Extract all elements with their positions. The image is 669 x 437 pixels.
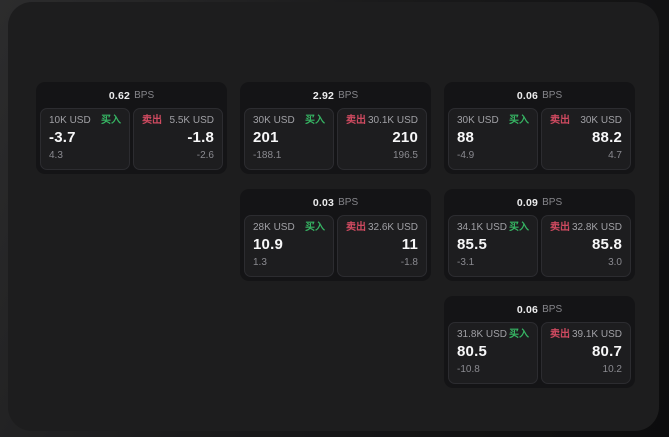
spread-header: 0.62 BPS bbox=[36, 82, 227, 108]
buy-quote-panel[interactable]: 28K USD 买入 10.9 1.3 bbox=[244, 215, 334, 277]
spread-value: 0.09 bbox=[516, 196, 539, 209]
spread-header: 0.06 BPS bbox=[444, 296, 635, 322]
quote-card: 0.03 BPS 28K USD 买入 10.9 1.3 卖出 32.6K US… bbox=[240, 189, 431, 281]
spread-header: 0.03 BPS bbox=[240, 189, 431, 215]
buy-label: 买入 bbox=[305, 222, 325, 233]
sell-label: 卖出 bbox=[346, 115, 366, 126]
sell-price: -1.8 bbox=[187, 129, 214, 146]
buy-size: 28K USD bbox=[253, 222, 295, 233]
quote-panels: 28K USD 买入 10.9 1.3 卖出 32.6K USD 11 -1.8 bbox=[240, 215, 431, 277]
sell-quote-panel[interactable]: 卖出 32.6K USD 11 -1.8 bbox=[337, 215, 427, 277]
quote-card: 0.06 BPS 31.8K USD 买入 80.5 -10.8 卖出 39.1… bbox=[444, 296, 635, 388]
spread-header: 0.06 BPS bbox=[444, 82, 635, 108]
sell-price: 88.2 bbox=[592, 129, 622, 146]
quote-panels: 10K USD 买入 -3.7 4.3 卖出 5.5K USD -1.8 -2.… bbox=[36, 108, 227, 170]
buy-quote-panel[interactable]: 30K USD 买入 88 -4.9 bbox=[448, 108, 538, 170]
sell-delta: 196.5 bbox=[392, 150, 418, 161]
quote-panels: 34.1K USD 买入 85.5 -3.1 卖出 32.8K USD 85.8… bbox=[444, 215, 635, 277]
buy-size: 34.1K USD bbox=[457, 222, 508, 233]
spread-unit: BPS bbox=[338, 197, 359, 208]
sell-size: 32.6K USD bbox=[367, 222, 418, 233]
sell-quote-panel[interactable]: 卖出 30K USD 88.2 4.7 bbox=[541, 108, 631, 170]
sell-delta: 3.0 bbox=[608, 257, 622, 268]
spread-value: 2.92 bbox=[312, 89, 335, 102]
quote-panels: 30K USD 买入 201 -188.1 卖出 30.1K USD 210 1… bbox=[240, 108, 431, 170]
sell-size: 30.1K USD bbox=[367, 115, 418, 126]
sell-delta: 4.7 bbox=[608, 150, 622, 161]
quote-card: 2.92 BPS 30K USD 买入 201 -188.1 卖出 30.1K … bbox=[240, 82, 431, 174]
buy-price: 88 bbox=[457, 129, 475, 146]
sell-label: 卖出 bbox=[550, 329, 570, 340]
sell-price: 85.8 bbox=[592, 236, 622, 253]
spread-value: 0.06 bbox=[516, 89, 539, 102]
spread-value: 0.03 bbox=[312, 196, 335, 209]
buy-delta: 4.3 bbox=[49, 150, 63, 161]
buy-label: 买入 bbox=[509, 329, 529, 340]
sell-delta: -2.6 bbox=[196, 150, 214, 161]
sell-label: 卖出 bbox=[550, 222, 570, 233]
buy-size: 31.8K USD bbox=[457, 329, 508, 340]
buy-label: 买入 bbox=[509, 222, 529, 233]
buy-delta: -4.9 bbox=[457, 150, 475, 161]
buy-quote-panel[interactable]: 30K USD 买入 201 -188.1 bbox=[244, 108, 334, 170]
quote-panels: 30K USD 买入 88 -4.9 卖出 30K USD 88.2 4.7 bbox=[444, 108, 635, 170]
buy-price: 10.9 bbox=[253, 236, 283, 253]
buy-delta: -188.1 bbox=[253, 150, 282, 161]
buy-quote-panel[interactable]: 10K USD 买入 -3.7 4.3 bbox=[40, 108, 130, 170]
buy-size: 30K USD bbox=[253, 115, 295, 126]
buy-label: 买入 bbox=[305, 115, 325, 126]
buy-price: 201 bbox=[253, 129, 279, 146]
buy-delta: -10.8 bbox=[457, 364, 480, 375]
sell-delta: -1.8 bbox=[400, 257, 418, 268]
spread-value: 0.06 bbox=[516, 303, 539, 316]
spread-header: 0.09 BPS bbox=[444, 189, 635, 215]
sell-size: 39.1K USD bbox=[571, 329, 622, 340]
sell-size: 30K USD bbox=[580, 115, 622, 126]
buy-delta: 1.3 bbox=[253, 257, 267, 268]
quote-card: 0.62 BPS 10K USD 买入 -3.7 4.3 卖出 5.5K USD… bbox=[36, 82, 227, 174]
spread-unit: BPS bbox=[542, 90, 563, 101]
spread-header: 2.92 BPS bbox=[240, 82, 431, 108]
buy-quote-panel[interactable]: 31.8K USD 买入 80.5 -10.8 bbox=[448, 322, 538, 384]
spread-unit: BPS bbox=[542, 304, 563, 315]
sell-label: 卖出 bbox=[550, 115, 570, 126]
sell-quote-panel[interactable]: 卖出 5.5K USD -1.8 -2.6 bbox=[133, 108, 223, 170]
buy-price: 85.5 bbox=[457, 236, 487, 253]
sell-delta: 10.2 bbox=[602, 364, 622, 375]
sell-price: 80.7 bbox=[592, 343, 622, 360]
sell-size: 32.8K USD bbox=[571, 222, 622, 233]
buy-price: 80.5 bbox=[457, 343, 487, 360]
buy-label: 买入 bbox=[101, 115, 121, 126]
buy-size: 10K USD bbox=[49, 115, 91, 126]
quote-panels: 31.8K USD 买入 80.5 -10.8 卖出 39.1K USD 80.… bbox=[444, 322, 635, 384]
sell-size: 5.5K USD bbox=[169, 115, 214, 126]
sell-quote-panel[interactable]: 卖出 30.1K USD 210 196.5 bbox=[337, 108, 427, 170]
sell-quote-panel[interactable]: 卖出 32.8K USD 85.8 3.0 bbox=[541, 215, 631, 277]
app-window: 0.62 BPS 10K USD 买入 -3.7 4.3 卖出 5.5K USD… bbox=[8, 2, 659, 431]
spread-unit: BPS bbox=[338, 90, 359, 101]
buy-price: -3.7 bbox=[49, 129, 76, 146]
sell-quote-panel[interactable]: 卖出 39.1K USD 80.7 10.2 bbox=[541, 322, 631, 384]
buy-quote-panel[interactable]: 34.1K USD 买入 85.5 -3.1 bbox=[448, 215, 538, 277]
spread-unit: BPS bbox=[542, 197, 563, 208]
buy-label: 买入 bbox=[509, 115, 529, 126]
sell-price: 11 bbox=[401, 236, 418, 253]
sell-label: 卖出 bbox=[346, 222, 366, 233]
sell-label: 卖出 bbox=[142, 115, 162, 126]
spread-unit: BPS bbox=[134, 90, 155, 101]
spread-value: 0.62 bbox=[108, 89, 131, 102]
buy-delta: -3.1 bbox=[457, 257, 475, 268]
sell-price: 210 bbox=[392, 129, 418, 146]
buy-size: 30K USD bbox=[457, 115, 499, 126]
quote-card: 0.09 BPS 34.1K USD 买入 85.5 -3.1 卖出 32.8K… bbox=[444, 189, 635, 281]
quote-card: 0.06 BPS 30K USD 买入 88 -4.9 卖出 30K USD 8… bbox=[444, 82, 635, 174]
